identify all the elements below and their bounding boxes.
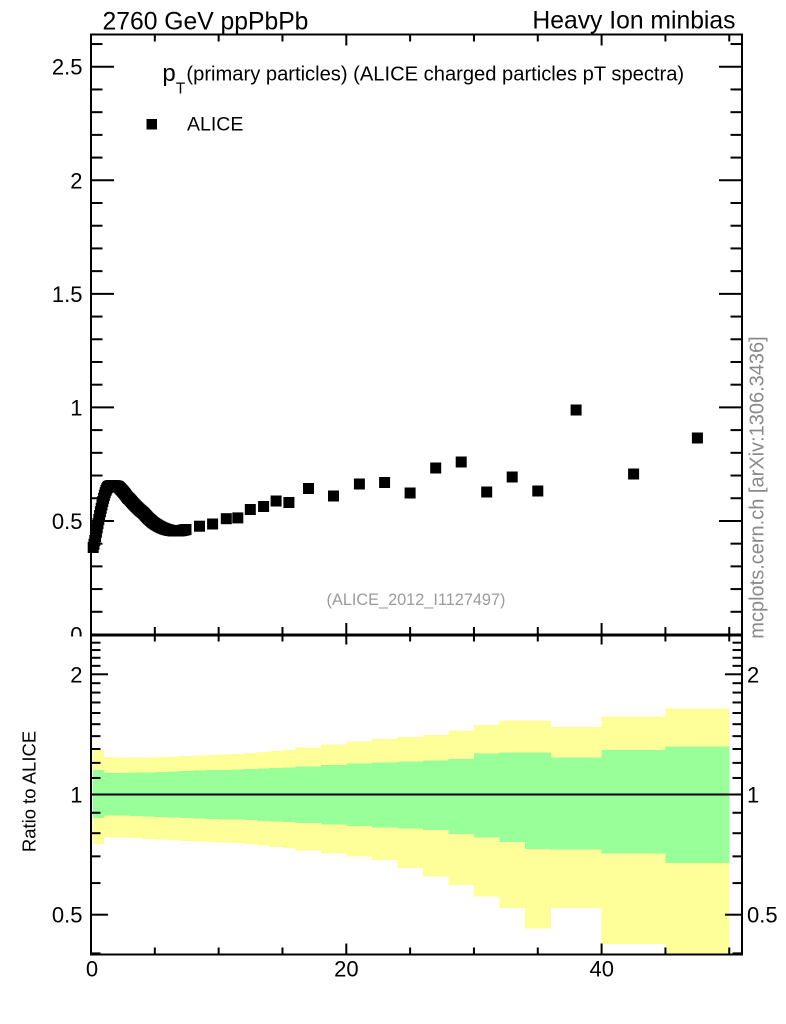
svg-text:0.5: 0.5: [52, 509, 83, 534]
svg-text:20: 20: [334, 957, 358, 982]
svg-text:2: 2: [747, 662, 759, 687]
svg-text:1: 1: [747, 783, 759, 808]
svg-text:2.5: 2.5: [52, 55, 83, 80]
svg-text:1: 1: [70, 783, 82, 808]
svg-text:Heavy Ion minbias: Heavy Ion minbias: [532, 8, 735, 35]
svg-text:(ALICE_2012_I1127497): (ALICE_2012_I1127497): [327, 591, 506, 609]
svg-text:mcplots.cern.ch [arXiv:1306.34: mcplots.cern.ch [arXiv:1306.3436]: [747, 336, 769, 638]
svg-text:2: 2: [70, 168, 82, 193]
svg-text:0: 0: [70, 623, 82, 648]
svg-text:0.5: 0.5: [747, 903, 778, 928]
svg-text:2760 GeV ppPbPb: 2760 GeV ppPbPb: [103, 9, 309, 36]
svg-text:0.5: 0.5: [52, 903, 83, 928]
svg-text:40: 40: [590, 957, 614, 982]
svg-text:1.5: 1.5: [52, 282, 83, 307]
svg-text:2: 2: [70, 662, 82, 687]
svg-text:ALICE: ALICE: [187, 114, 243, 136]
svg-text:1: 1: [70, 395, 82, 420]
svg-text:Ratio to ALICE: Ratio to ALICE: [19, 731, 40, 852]
svg-text:0: 0: [86, 957, 98, 982]
